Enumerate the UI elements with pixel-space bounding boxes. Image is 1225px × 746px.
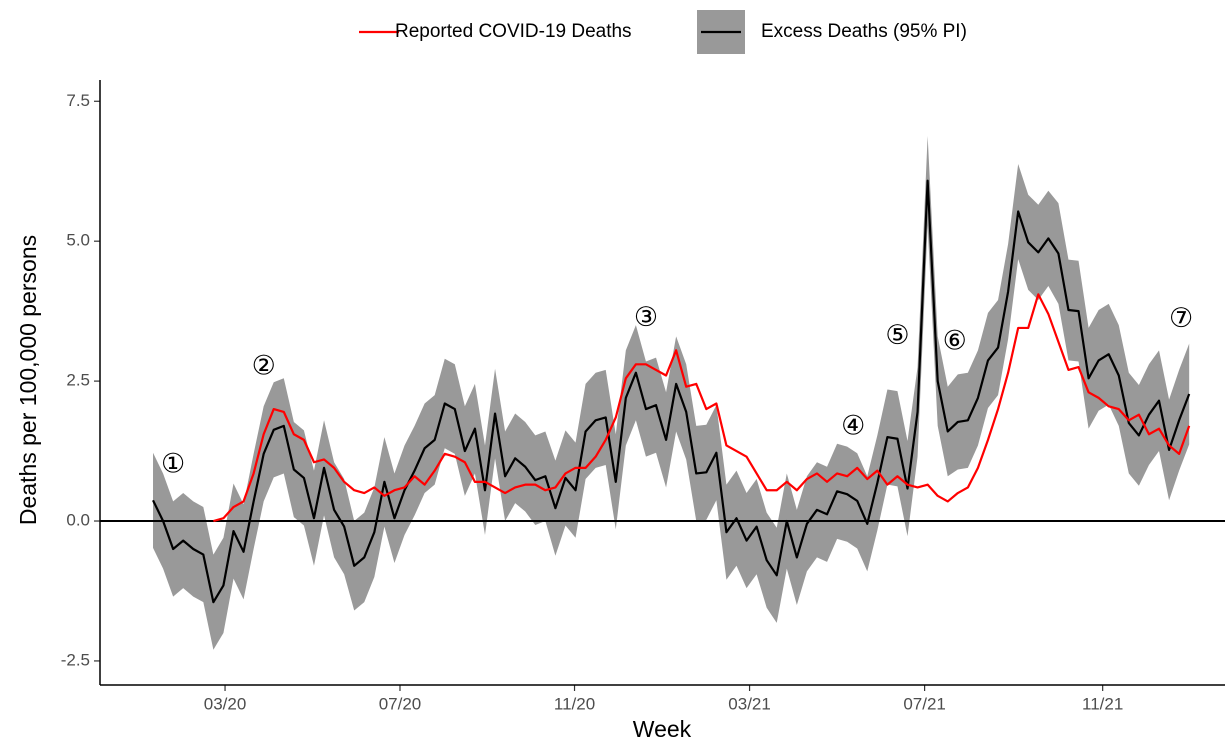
y-tick-label: 2.5	[66, 371, 90, 390]
x-tick-label: 03/21	[728, 694, 771, 713]
x-tick-label: 11/20	[554, 694, 595, 713]
legend-label: Excess Deaths (95% PI)	[761, 21, 967, 42]
line	[152, 179, 1191, 604]
y-tick-label: -2.5	[61, 650, 90, 669]
y-tick-label: 7.5	[66, 91, 90, 110]
legend-label: Reported COVID-19 Deaths	[395, 21, 632, 42]
y-tick-label: 0.0	[66, 511, 90, 530]
annotation: ④	[841, 410, 865, 441]
annotation: ①	[161, 449, 185, 480]
annotation: ②	[252, 351, 276, 382]
annotation: ⑥	[943, 325, 967, 356]
x-tick-label: 03/20	[204, 694, 247, 713]
annotation: ⑤	[885, 320, 909, 351]
prediction-band	[153, 135, 1190, 650]
annotation: ⑦	[1169, 303, 1193, 334]
x-tick-label: 07/21	[903, 694, 946, 713]
x-tick-label: 11/21	[1082, 694, 1123, 713]
x-tick-label: 07/20	[379, 694, 422, 713]
annotation: ③	[634, 302, 658, 333]
y-tick-label: 5.0	[66, 231, 90, 250]
y-axis-title: Deaths per 100,000 persons	[15, 235, 41, 525]
x-axis-title: Week	[633, 716, 692, 742]
line	[213, 293, 1191, 523]
